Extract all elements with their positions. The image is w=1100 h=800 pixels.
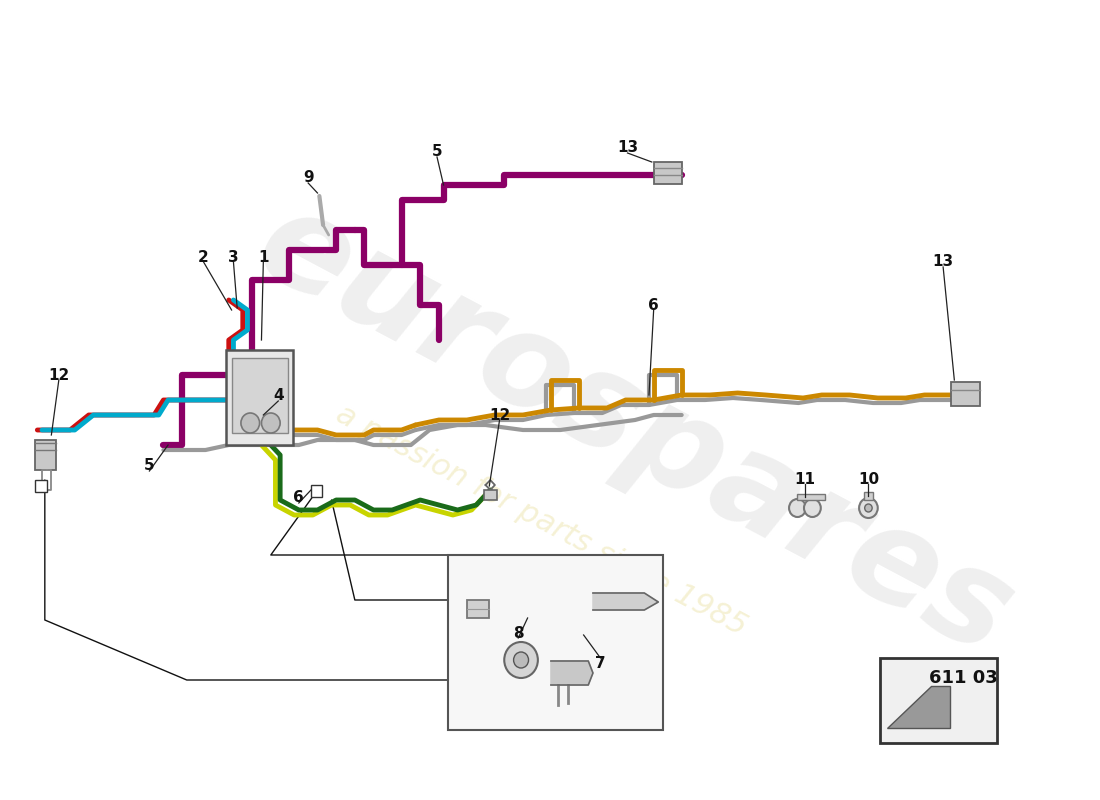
Text: eurospares: eurospares xyxy=(236,178,1033,682)
Polygon shape xyxy=(593,593,658,610)
Text: 1: 1 xyxy=(258,250,268,266)
Text: 10: 10 xyxy=(858,473,879,487)
Text: a passion for parts since 1985: a passion for parts since 1985 xyxy=(331,399,752,641)
Bar xyxy=(798,494,825,500)
Text: 12: 12 xyxy=(490,407,510,422)
Text: 13: 13 xyxy=(617,141,638,155)
Circle shape xyxy=(241,413,260,433)
Bar xyxy=(466,600,490,618)
Bar xyxy=(35,480,46,492)
Text: 611 03: 611 03 xyxy=(930,669,998,687)
Text: 7: 7 xyxy=(595,655,606,670)
Circle shape xyxy=(514,652,528,668)
Text: 6: 6 xyxy=(648,298,659,313)
Text: 4: 4 xyxy=(273,389,284,403)
Text: 13: 13 xyxy=(933,254,954,270)
Polygon shape xyxy=(551,661,593,685)
Text: 8: 8 xyxy=(513,626,524,641)
Bar xyxy=(880,658,998,743)
Bar xyxy=(484,490,497,500)
Text: 11: 11 xyxy=(794,473,815,487)
Bar xyxy=(448,555,663,730)
Text: 9: 9 xyxy=(302,170,313,186)
Circle shape xyxy=(804,499,821,517)
Circle shape xyxy=(859,498,878,518)
Polygon shape xyxy=(887,686,949,728)
Bar xyxy=(311,485,322,497)
Text: 3: 3 xyxy=(228,250,239,266)
Bar xyxy=(653,162,682,184)
Text: 5: 5 xyxy=(431,145,442,159)
Text: 2: 2 xyxy=(198,250,209,266)
Circle shape xyxy=(865,504,872,512)
Text: 5: 5 xyxy=(144,458,155,474)
Circle shape xyxy=(789,499,806,517)
Bar xyxy=(950,382,980,406)
Bar xyxy=(864,492,873,500)
Text: 12: 12 xyxy=(48,367,69,382)
Bar xyxy=(232,358,287,433)
Circle shape xyxy=(504,642,538,678)
Bar xyxy=(35,440,56,470)
Text: 6: 6 xyxy=(294,490,305,506)
Bar xyxy=(226,350,294,445)
Circle shape xyxy=(262,413,280,433)
